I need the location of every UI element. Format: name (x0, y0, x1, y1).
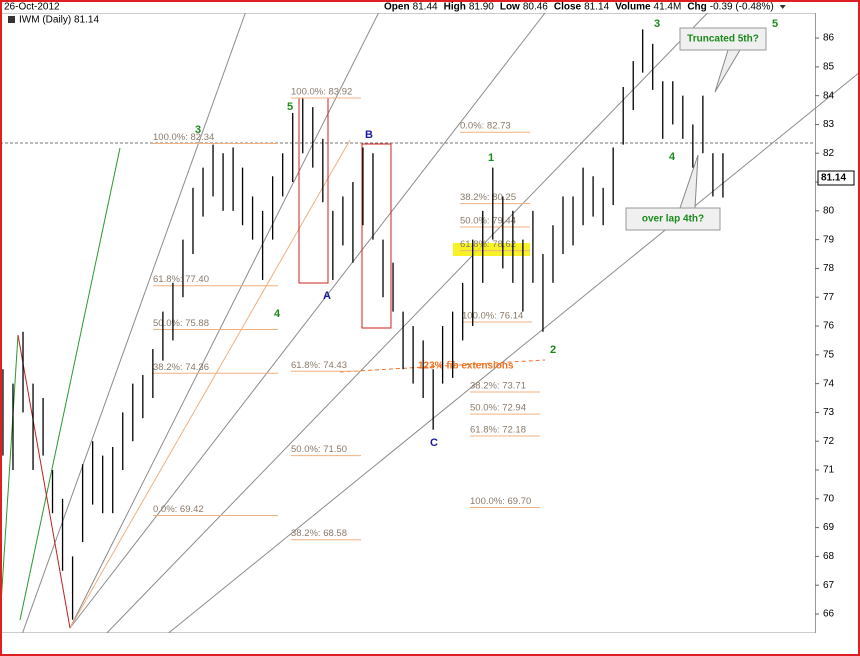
fib-label: 0.0%: 82.73 (460, 121, 511, 132)
symbol: IWM (Daily) 81.14 (19, 15, 99, 26)
wave-label: C (430, 437, 438, 449)
header-menu (779, 5, 786, 9)
fib-label: 50.0%: 75.88 (153, 318, 209, 329)
fib-label: 61.8%: 72.18 (470, 425, 526, 436)
header-label: Chg (687, 2, 706, 13)
callout-text: Truncated 5th? (687, 34, 759, 45)
callout-text: over lap 4th? (642, 214, 704, 225)
wave-label: 5 (772, 18, 778, 30)
fib-label: 0.0%: 69.42 (153, 504, 204, 515)
header-value: 81.14 (584, 2, 609, 13)
y-tick-label: 68 (823, 551, 835, 562)
y-tick-label: 85 (823, 61, 835, 72)
wave-label: A (323, 290, 331, 302)
fib-label: 50.0%: 79.44 (460, 215, 516, 226)
y-tick-label: 70 (823, 493, 835, 504)
x-axis-band (0, 633, 860, 656)
fib-label: 50.0%: 71.50 (291, 444, 347, 455)
y-tick-label: 83 (823, 119, 835, 130)
header-label: Open (384, 2, 410, 13)
y-tick-label: 84 (823, 90, 835, 101)
y-tick-label: 75 (823, 349, 835, 360)
header-bar (0, 0, 860, 13)
fib-label: 38.2%: 68.58 (291, 528, 347, 539)
header-label: Low (500, 2, 520, 13)
y-tick-label: 82 (823, 148, 835, 159)
y-tick-label: 79 (823, 234, 835, 245)
header-value: 81.44 (413, 2, 438, 13)
fib-label: 100.0%: 69.70 (470, 496, 531, 507)
fib-label: 61.8%: 78.62 (460, 239, 516, 250)
wave-label: B (365, 129, 373, 141)
wave-label: 2 (550, 344, 556, 356)
y-tick-label: 80 (823, 205, 835, 216)
y-tick-label: 76 (823, 321, 835, 332)
wave-label: 4 (669, 151, 676, 163)
y-tick-label: 67 (823, 580, 835, 591)
extension-line (339, 359, 546, 373)
header-label: Close (554, 2, 582, 13)
y-tick-label: 77 (823, 292, 835, 303)
y-tick-label: 69 (823, 522, 835, 533)
fib-label: 38.2%: 80.25 (460, 192, 516, 203)
trend-lines (19, 0, 860, 641)
fib-label: 38.2%: 73.71 (470, 380, 526, 391)
y-tick-label: 78 (823, 263, 835, 274)
y-tick-label: 86 (823, 33, 835, 44)
fib-label: 50.0%: 72.94 (470, 403, 526, 414)
header: Open 81.44 High 81.90 Low 80.46 Close 81.14 Volu… (384, 2, 786, 13)
header-value: 41.4M (654, 2, 682, 13)
symbol-icon (8, 16, 15, 23)
callout-overlap: over lap 4th? (625, 154, 721, 231)
fib-label: 61.8%: 77.40 (153, 274, 209, 285)
header-value: 80.46 (523, 2, 548, 13)
y-tick-label: 73 (823, 407, 835, 418)
wave-label: 1 (488, 152, 494, 164)
y-tick-label: 71 (823, 465, 835, 476)
fib-label: 61.8%: 74.43 (291, 360, 347, 371)
wave-label: 5 (287, 101, 293, 113)
fib-label: 100.0%: 76.14 (462, 311, 523, 322)
wave-label: 3 (195, 124, 201, 136)
plot-frame (0, 12, 816, 634)
header-label: High (444, 2, 466, 13)
box-b (361, 143, 392, 329)
fib-label: 38.2%: 74.36 (153, 362, 209, 373)
header-value: 81.90 (469, 2, 494, 13)
y-tick-label: 66 (823, 609, 835, 620)
extension-note: 123% fib extensions (418, 361, 514, 372)
header-label: Volume (615, 2, 651, 13)
last-price-box (817, 170, 855, 186)
date: 26-Oct-2012 (4, 2, 60, 13)
fib-label: 100.0%: 83.92 (291, 86, 352, 97)
y-tick-label: 74 (823, 378, 835, 389)
wave-label: 3 (654, 18, 660, 30)
fib-label: 100.0%: 82.34 (153, 132, 214, 143)
fan-lines (0, 139, 351, 629)
wave-label: 4 (274, 308, 281, 320)
header-value: -0.39 (-0.48%) (710, 2, 774, 13)
last-price: 81.14 (821, 173, 846, 184)
y-tick-label: 72 (823, 436, 835, 447)
callout-truncated: Truncated 5th? (679, 27, 767, 93)
